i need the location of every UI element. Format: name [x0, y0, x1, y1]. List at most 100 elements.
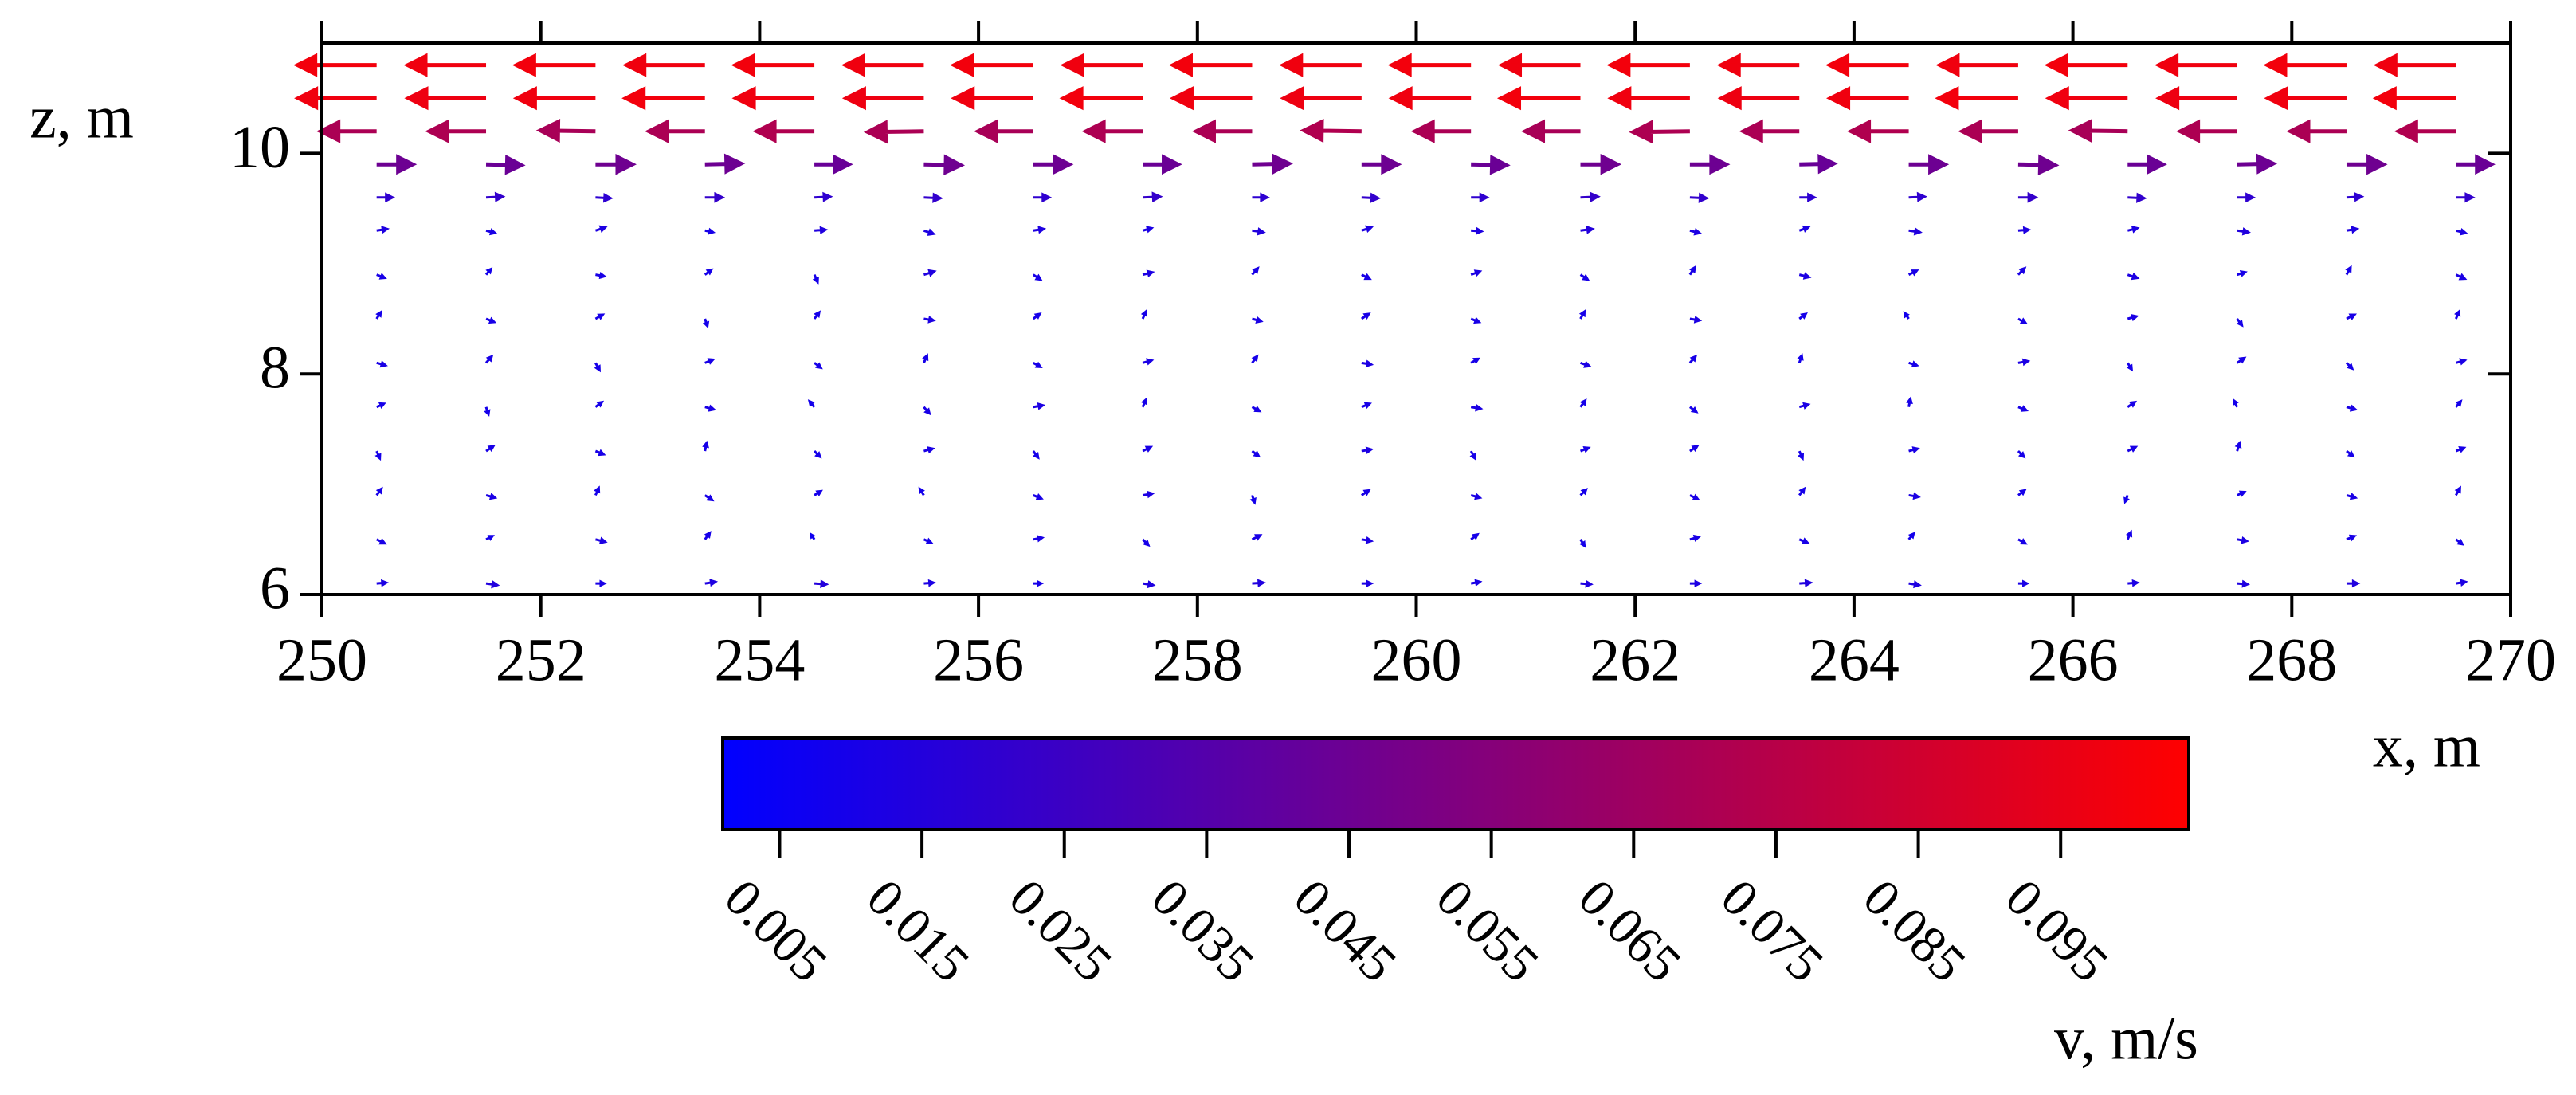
vector-arrow [923, 446, 935, 454]
vector-arrow [376, 154, 418, 175]
vector-arrow [2455, 227, 2468, 236]
vector-arrow [485, 493, 498, 500]
vector-arrow [535, 119, 596, 143]
vector-arrow [731, 86, 815, 111]
vector-arrow [1143, 191, 1163, 203]
vector-arrow [1906, 396, 1913, 408]
vector-arrow [918, 486, 925, 496]
vector-arrow [1142, 490, 1155, 499]
colorbar-tick-label: 0.035 [1140, 869, 1265, 994]
vector-arrow [2017, 358, 2031, 367]
vector-arrow [2017, 405, 2029, 412]
vector-arrow [594, 485, 601, 496]
vector-arrow [1252, 316, 1264, 324]
colorbar-tick-label: 0.055 [1425, 869, 1550, 994]
vector-arrow [1033, 361, 1043, 368]
vector-arrow [1580, 579, 1594, 588]
vector-arrow [1279, 53, 1362, 77]
vector-arrow [1607, 86, 1690, 111]
vector-arrow [1798, 312, 1808, 320]
vector-arrow [294, 86, 377, 111]
vector-arrow [2017, 579, 2030, 587]
x-tick-label: 262 [1590, 626, 1680, 693]
vector-arrow [1799, 579, 1813, 587]
vector-arrow [1688, 354, 1698, 364]
vector-arrow [2127, 445, 2139, 453]
vector-arrow [1142, 538, 1151, 548]
y-axis-label: z, m [29, 84, 134, 151]
vector-arrow [1470, 579, 1483, 587]
vector-arrow [1169, 86, 1253, 111]
vector-arrow [813, 310, 821, 320]
vector-arrow [1799, 192, 1817, 202]
vector-arrow [485, 579, 500, 589]
vector-arrow [841, 86, 924, 111]
colorbar-tick-label: 0.065 [1567, 869, 1692, 994]
vector-arrow [1252, 579, 1266, 587]
vector-arrow [2017, 317, 2028, 324]
vector-arrow [1935, 86, 2018, 111]
vector-arrow [1908, 360, 1919, 368]
vector-arrow [1908, 227, 1923, 236]
vector-arrow [807, 399, 816, 408]
vector-arrow [316, 119, 377, 143]
vector-arrow [923, 228, 936, 236]
vector-arrow [1361, 446, 1374, 454]
vector-arrow [1361, 225, 1374, 234]
vector-arrow [2346, 226, 2360, 234]
vector-arrow [2455, 445, 2467, 453]
vector-arrow [1688, 265, 1696, 276]
vector-arrow [2454, 485, 2461, 496]
vector-arrow [595, 153, 637, 175]
vector-arrow [2345, 362, 2354, 371]
vector-arrow [484, 406, 491, 417]
vector-arrow [1032, 273, 1043, 281]
vector-arrow [1688, 406, 1699, 414]
vector-arrow [2017, 266, 2027, 276]
vector-arrow [2127, 314, 2139, 322]
vector-arrow [2456, 579, 2468, 587]
vector-arrow [1580, 360, 1592, 368]
vector-arrow [704, 404, 716, 412]
vector-arrow [622, 53, 705, 77]
vector-arrow [810, 532, 816, 540]
vector-arrow [1470, 316, 1482, 324]
vector-arrow [1033, 579, 1045, 587]
vector-arrow [485, 228, 498, 236]
vector-arrow [923, 537, 934, 544]
vector-arrow [1579, 398, 1587, 408]
vector-arrow [702, 440, 710, 452]
colorbar-tick-label: 0.005 [713, 869, 838, 994]
vector-arrow [2045, 86, 2128, 111]
vector-arrow [1520, 119, 1581, 143]
colorbar [721, 736, 2190, 831]
vector-arrow [923, 192, 943, 203]
vector-arrow [1470, 269, 1483, 277]
vector-arrow [376, 579, 390, 587]
vector-arrow [1798, 537, 1810, 544]
vector-arrow [2126, 529, 2133, 540]
vector-arrow [2017, 450, 2026, 459]
vector-arrow [376, 537, 387, 545]
vector-arrow [1033, 493, 1044, 500]
vector-arrow [1907, 269, 1919, 277]
vector-arrow [1579, 488, 1588, 496]
vector-arrow [594, 400, 605, 408]
vector-arrow [376, 402, 386, 409]
colorbar-tick-label: 0.075 [1710, 869, 1835, 994]
vector-arrow [2237, 227, 2251, 236]
vector-arrow [1908, 580, 1922, 589]
vector-arrow [923, 154, 966, 176]
vector-arrow [425, 119, 487, 143]
vector-arrow [2456, 154, 2496, 175]
vector-arrow [2454, 308, 2461, 320]
vector-arrow [595, 536, 608, 544]
x-tick-label: 252 [496, 626, 586, 693]
vector-arrow [1033, 226, 1047, 234]
vector-arrow [2456, 192, 2476, 203]
vector-arrow [1191, 119, 1253, 143]
vector-arrow [1251, 266, 1260, 276]
vector-arrow [1361, 273, 1372, 281]
vector-arrow [594, 225, 608, 234]
